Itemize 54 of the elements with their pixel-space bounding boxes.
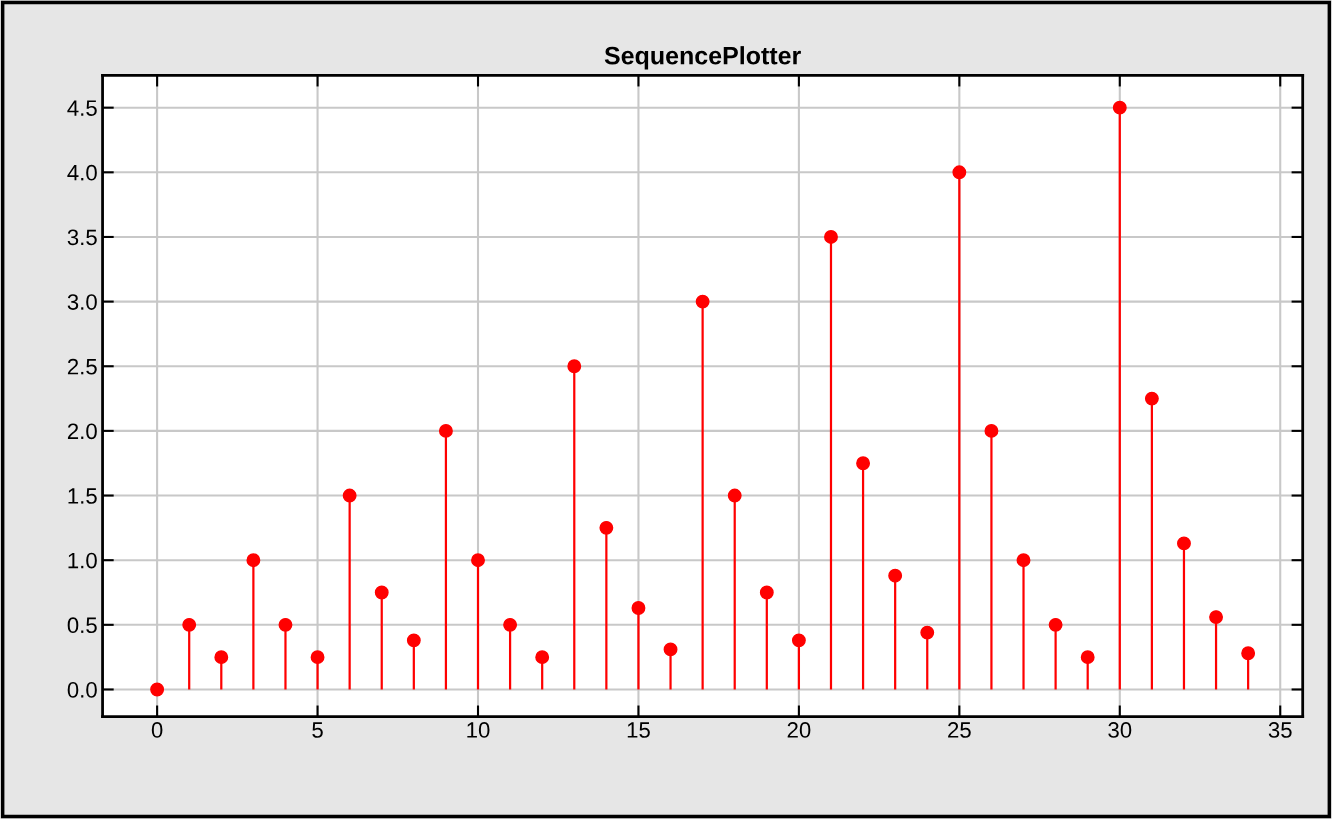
y-tick-label: 3.0 xyxy=(67,294,97,310)
point xyxy=(278,617,293,632)
x-tick-label: 25 xyxy=(948,722,971,738)
chart-title: SequencePlotter xyxy=(604,46,801,70)
x-tick-label: 15 xyxy=(627,722,650,738)
point xyxy=(150,682,165,697)
point xyxy=(214,650,229,665)
point xyxy=(888,568,903,583)
point xyxy=(406,633,421,648)
point xyxy=(791,633,806,648)
point xyxy=(471,553,485,568)
point xyxy=(246,553,261,568)
y-tick-label: 1.0 xyxy=(68,552,97,569)
point xyxy=(1112,100,1127,115)
y-tick-label: 1.5 xyxy=(68,488,97,504)
point xyxy=(631,601,646,615)
point xyxy=(1144,391,1159,406)
point xyxy=(503,617,518,632)
y-tick-label: 2.0 xyxy=(67,423,97,440)
point xyxy=(438,423,453,438)
point xyxy=(727,488,742,503)
point xyxy=(374,585,389,600)
y-tick-label: 3.5 xyxy=(67,229,97,246)
y-tick-label: 0.5 xyxy=(67,617,97,634)
y-tick-label: 4.5 xyxy=(67,100,97,116)
point xyxy=(535,650,550,665)
point xyxy=(182,617,197,632)
y-tick-label: 4.0 xyxy=(67,164,97,181)
y-tick-label: 2.5 xyxy=(67,358,97,375)
point xyxy=(824,230,838,244)
point xyxy=(1209,610,1224,625)
point xyxy=(759,585,774,600)
point xyxy=(1048,617,1063,632)
point xyxy=(1241,646,1256,661)
x-tick-label: 5 xyxy=(312,722,323,738)
point xyxy=(567,359,582,374)
point xyxy=(663,642,678,657)
x-tick-label: 0 xyxy=(151,722,163,738)
point xyxy=(984,423,999,438)
point xyxy=(342,488,357,503)
point xyxy=(920,625,935,640)
point xyxy=(599,520,614,535)
point xyxy=(1080,650,1095,665)
x-tick-label: 35 xyxy=(1268,722,1292,738)
x-tick-label: 20 xyxy=(787,722,811,738)
point xyxy=(695,294,710,309)
point xyxy=(856,456,871,471)
y-tick-label: 0.0 xyxy=(67,682,97,698)
point xyxy=(952,165,967,180)
point xyxy=(310,650,325,665)
x-tick-label: 30 xyxy=(1108,722,1132,738)
point xyxy=(1177,536,1191,551)
point xyxy=(1016,553,1031,568)
x-tick-label: 10 xyxy=(467,722,490,738)
